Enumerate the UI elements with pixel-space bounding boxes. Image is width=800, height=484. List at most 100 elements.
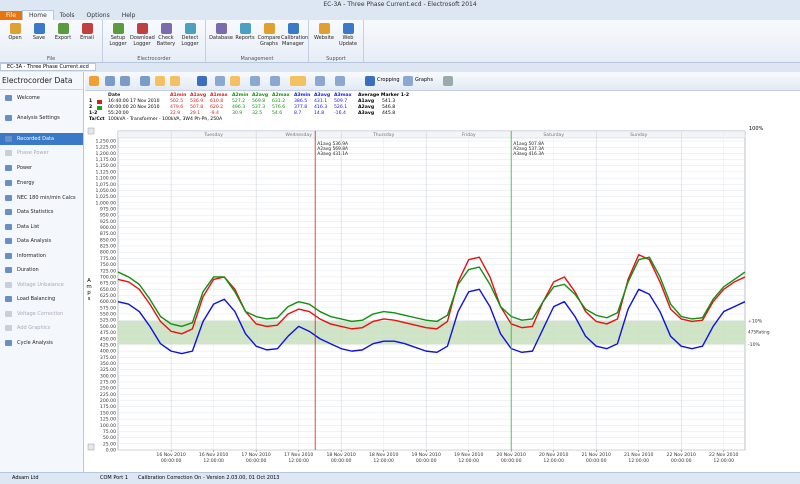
tool-button[interactable] bbox=[215, 76, 225, 86]
ribbon-group: Website Web Update Support bbox=[309, 20, 364, 62]
y-tick-label: 750.00 bbox=[100, 262, 116, 268]
tool-button[interactable] bbox=[155, 76, 165, 86]
nav-item: Add Graphics bbox=[0, 322, 83, 334]
button-icon bbox=[342, 23, 354, 34]
row-value: 537.3 bbox=[252, 105, 266, 110]
tool-button[interactable] bbox=[335, 76, 345, 86]
ribbon-button[interactable]: Check Battery bbox=[154, 22, 178, 62]
ribbon-button[interactable]: Setup Logger bbox=[106, 22, 130, 62]
nav-item[interactable]: Energy bbox=[0, 177, 83, 189]
ribbon-group: Open Save Export Email File bbox=[0, 20, 103, 62]
y-tick-label: 400.00 bbox=[100, 349, 116, 355]
y-tick-label: 825.00 bbox=[100, 244, 116, 250]
row-value: 386.5 bbox=[294, 99, 308, 104]
tool-button[interactable] bbox=[403, 76, 413, 86]
button-icon bbox=[239, 23, 251, 34]
y-tick-label: 350.00 bbox=[100, 361, 116, 367]
nav-item[interactable]: Load Balancing bbox=[0, 293, 83, 305]
tool-button[interactable] bbox=[197, 76, 207, 86]
button-label: Website bbox=[314, 35, 334, 41]
tool-button[interactable] bbox=[89, 76, 99, 86]
chart: 100% Amps 0.0025.0050.0075.00100.00125.0… bbox=[86, 126, 770, 464]
row-value: 527.2 bbox=[232, 99, 246, 104]
nav-item[interactable]: Power bbox=[0, 162, 83, 174]
row-value: 431.1 bbox=[314, 99, 328, 104]
y-tick-label: 175.00 bbox=[100, 404, 116, 410]
x-tick-label: 12:00:00 bbox=[628, 458, 649, 464]
day-label: Thursday bbox=[372, 132, 395, 138]
nav-item[interactable]: Data Statistics bbox=[0, 206, 83, 218]
nav-item[interactable]: Cycle Analysis bbox=[0, 337, 83, 349]
ribbon-button[interactable]: Open bbox=[3, 22, 27, 62]
y-tick-label: 1,225.00 bbox=[96, 145, 117, 151]
marker-swatch bbox=[97, 99, 102, 104]
ribbon-button[interactable]: Detect Logger bbox=[178, 22, 202, 62]
row-date: 16:40:00 17 Nov 2010 bbox=[108, 99, 160, 104]
rating-upper-label: +10% bbox=[748, 318, 763, 324]
scroll-button[interactable] bbox=[87, 443, 95, 451]
tool-button[interactable] bbox=[250, 76, 260, 86]
button-label: Detect Logger bbox=[181, 35, 199, 47]
row-label: 1 bbox=[89, 99, 93, 104]
average-value: 541.3 bbox=[382, 99, 396, 104]
graphs-label[interactable]: Graphs bbox=[415, 77, 433, 83]
ribbon-button[interactable]: Export bbox=[51, 22, 75, 62]
row-value: 32.5 bbox=[252, 111, 263, 116]
tab[interactable]: File bbox=[0, 11, 23, 21]
ribbon-button[interactable]: Website bbox=[312, 22, 336, 62]
ribbon-button[interactable]: Calibration Manager bbox=[281, 22, 308, 62]
tool-button[interactable] bbox=[230, 76, 240, 86]
nav-item[interactable]: Information bbox=[0, 250, 83, 262]
ribbon-button[interactable]: Web Update bbox=[336, 22, 360, 62]
nav-item[interactable]: Analysis Settings bbox=[0, 112, 83, 124]
y-tick-label: 725.00 bbox=[100, 268, 116, 274]
tab[interactable]: Home bbox=[22, 10, 54, 20]
nav-item[interactable]: Data Analysis bbox=[0, 235, 83, 247]
tool-button[interactable] bbox=[120, 76, 130, 86]
average-title: Average Marker 1-2 bbox=[358, 93, 410, 98]
x-tick-label: 17 Nov 2010 bbox=[241, 452, 270, 458]
ribbon-button[interactable]: Database bbox=[209, 22, 233, 62]
nav-item[interactable]: Recorded Data bbox=[0, 133, 83, 145]
tool-button[interactable] bbox=[443, 76, 453, 86]
y-tick-label: 925.00 bbox=[100, 219, 116, 225]
ribbon-button[interactable]: Reports bbox=[233, 22, 257, 62]
x-tick-label: 00:00:00 bbox=[501, 458, 522, 464]
nav-item[interactable]: NEC 180 min/min Calcs bbox=[0, 192, 83, 204]
row-date: 00:00:00 20 Nov 2010 bbox=[108, 105, 160, 110]
nav-item[interactable]: Duration bbox=[0, 264, 83, 276]
document-tabs: EC-3A - Three Phase Current.ecd bbox=[0, 63, 800, 72]
x-tick-label: 00:00:00 bbox=[246, 458, 267, 464]
tool-button[interactable] bbox=[315, 76, 325, 86]
tab[interactable]: Help bbox=[121, 12, 136, 19]
ribbon-button[interactable]: Save bbox=[27, 22, 51, 62]
tool-button[interactable] bbox=[270, 76, 280, 86]
ribbon-button[interactable]: Compare Graphs bbox=[257, 22, 281, 62]
nav-item[interactable]: Data List bbox=[0, 221, 83, 233]
nav-item[interactable]: Welcome bbox=[0, 92, 83, 104]
tool-button[interactable] bbox=[105, 76, 115, 86]
row-value: 620.2 bbox=[210, 105, 224, 110]
y-tick-label: 700.00 bbox=[100, 274, 116, 280]
ribbon-button[interactable]: Download Logger bbox=[130, 22, 155, 62]
rating-band bbox=[118, 320, 745, 345]
nav-item: Voltage Correction bbox=[0, 308, 83, 320]
x-tick-label: 00:00:00 bbox=[331, 458, 352, 464]
tab[interactable]: Options bbox=[86, 12, 110, 19]
table-header: A1avg bbox=[190, 93, 207, 98]
tool-button[interactable] bbox=[140, 76, 150, 86]
scroll-button[interactable] bbox=[87, 127, 95, 135]
day-label: Sunday bbox=[630, 132, 647, 138]
ribbon-button[interactable]: Email bbox=[75, 22, 99, 62]
marker-label: A2avg 537.3A bbox=[513, 146, 544, 152]
tab[interactable]: Tools bbox=[59, 12, 75, 19]
document-tab[interactable]: EC-3A - Three Phase Current.ecd bbox=[0, 63, 96, 71]
group-label: Management bbox=[240, 56, 274, 62]
tool-button[interactable] bbox=[365, 76, 375, 86]
tool-button[interactable] bbox=[290, 76, 306, 86]
row-value: 479.6 bbox=[170, 105, 184, 110]
tool-button[interactable] bbox=[170, 76, 180, 86]
cropping-label[interactable]: Cropping bbox=[377, 77, 400, 83]
cct-value: 100kVA - Transformer - 100kVA, 3W4 Ph-Ph… bbox=[108, 117, 223, 122]
y-tick-label: 225.00 bbox=[100, 392, 116, 398]
